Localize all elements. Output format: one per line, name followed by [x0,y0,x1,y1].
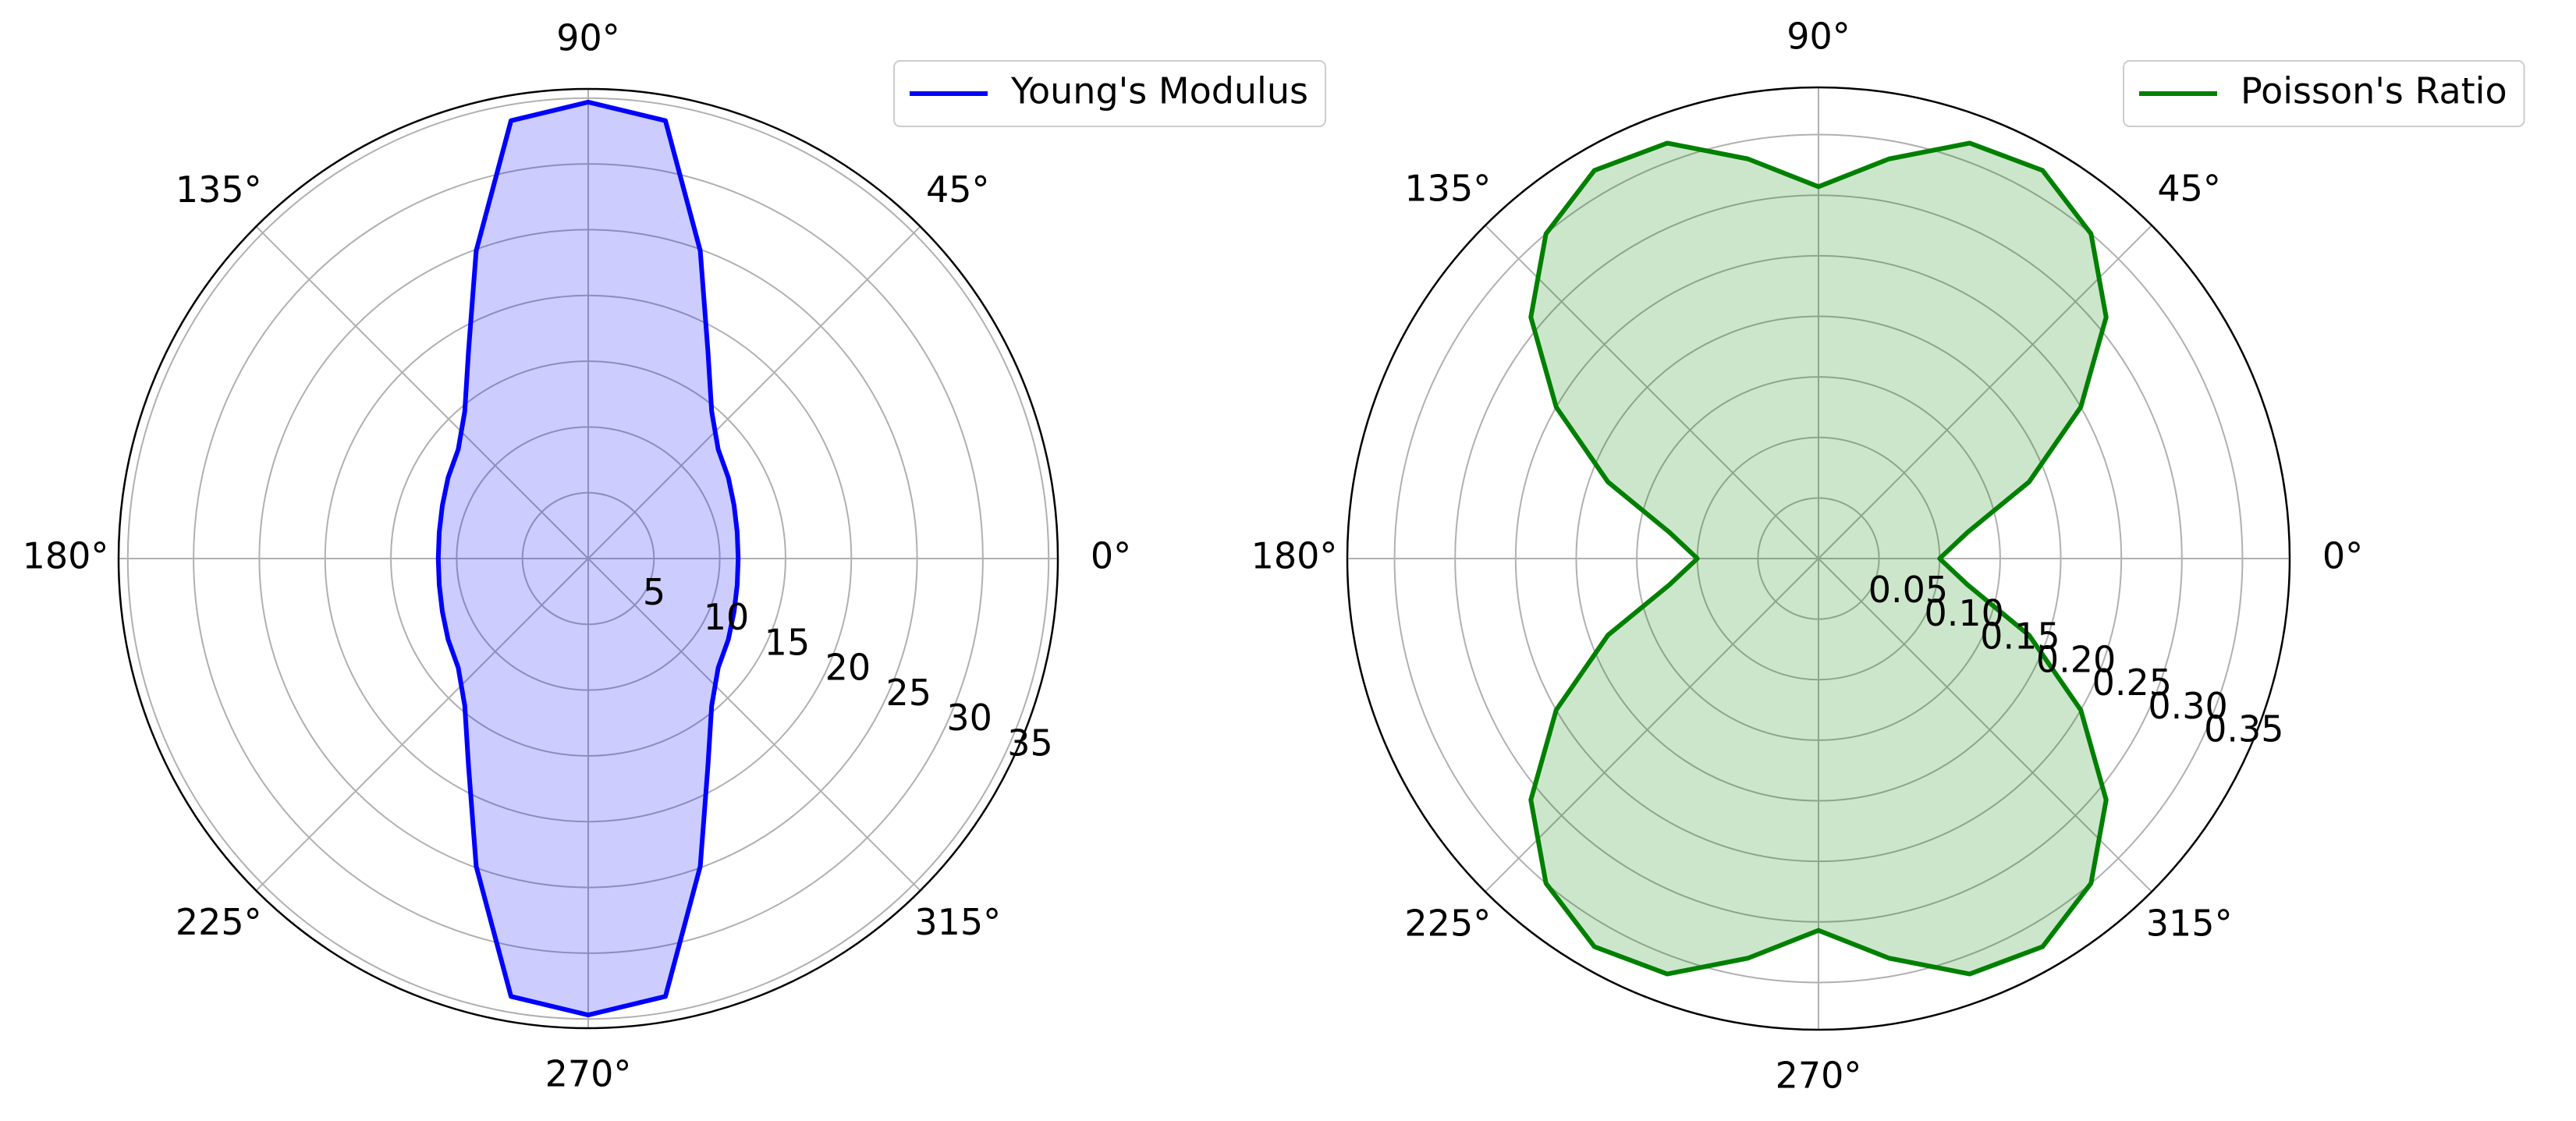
theta-tick-label: 0° [2322,535,2363,577]
grid-spoke [587,225,921,559]
grid-spoke [1485,225,1819,559]
r-tick-label: 0.15 [1980,615,2060,658]
r-tick-label: 0.25 [2092,662,2172,704]
line [1528,140,2109,977]
grid-spoke [1818,558,2152,892]
r-tick-label: 0.05 [1868,569,1948,611]
theta-tick-label: 270° [1776,1055,1862,1097]
outer-frame [1346,86,2291,1031]
grid-spoke [1485,558,1819,892]
theta-tick-label: 180° [1251,535,1338,577]
theta-tick-label: 180° [23,535,109,577]
area [1531,143,2106,974]
line [435,99,741,1018]
legend-label: Young's Modulus [1010,70,1308,112]
area [438,101,739,1016]
r-tick-label: 0.35 [2204,708,2283,750]
r-tick-label: 35 [1007,722,1053,764]
grid-spoke [255,558,589,892]
polar-axes [119,89,1058,1028]
grid-spoke [1818,225,2152,559]
theta-tick-label: 45° [2157,168,2221,210]
r-tick-label: 5 [643,571,665,613]
theta-tick-label: 225° [176,901,262,943]
polar-axes [1347,87,2290,1030]
legend-frame [2123,60,2525,127]
theta-tick-label: 135° [1404,168,1491,210]
theta-tick-label: 0° [1091,535,1131,577]
r-tick-label: 0.20 [2036,638,2116,680]
legend: Poisson's Ratio [2123,60,2525,127]
grid-spoke [255,225,589,559]
r-tick-label: 25 [885,672,931,714]
theta-tick-label: 315° [914,901,1001,943]
outer-frame [117,87,1059,1030]
r-tick-label: 15 [765,621,811,663]
r-tick-label: 30 [946,697,992,739]
r-tick-label: 10 [704,596,750,638]
theta-tick-label: 135° [176,169,262,211]
r-tick-label: 0.10 [1924,592,2003,634]
grid-spoke [587,558,921,892]
theta-tick-label: 315° [2146,902,2233,944]
theta-tick-label: 45° [926,169,990,211]
legend-frame [893,60,1326,127]
legend-label: Poisson's Ratio [2241,70,2507,112]
theta-tick-label: 225° [1404,902,1491,944]
theta-tick-label: 90° [1787,16,1850,58]
theta-tick-label: 270° [545,1053,632,1095]
theta-tick-label: 90° [556,17,620,59]
r-tick-label: 20 [825,647,871,689]
legend: Young's Modulus [893,60,1326,127]
r-tick-label: 0.30 [2148,685,2227,727]
